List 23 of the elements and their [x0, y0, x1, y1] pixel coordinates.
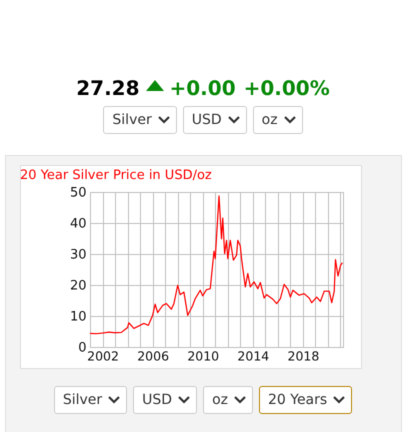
y-tick-label: 0 — [78, 340, 86, 356]
dropdown: USD — [182, 106, 247, 134]
y-tick-label: 10 — [70, 310, 86, 324]
y-tick-label: 40 — [70, 216, 86, 232]
x-tick-label: 2010 — [187, 348, 220, 364]
x-tick-label: 2018 — [288, 348, 320, 364]
x-tick-label: 2006 — [137, 348, 170, 364]
dropdown: 20 Years — [258, 386, 352, 414]
dropdown: USD — [133, 386, 198, 414]
line-series — [89, 195, 343, 334]
x-tick-label: 2002 — [87, 348, 119, 364]
y-tick-label: 30 — [70, 248, 86, 262]
text: +0.00 — [170, 76, 236, 100]
y-tick-label: 50 — [70, 186, 86, 200]
dropdown: oz — [203, 386, 253, 414]
y-tick-label: 20 — [70, 278, 86, 294]
dropdown: Silver — [103, 106, 177, 134]
x-tick-label: 2014 — [237, 348, 270, 364]
dropdown: Silver — [54, 386, 128, 414]
chart-title: 20 Year Silver Price in USD/oz — [20, 168, 212, 183]
text: +0.00% — [244, 76, 330, 100]
dropdown: oz — [252, 106, 303, 134]
text: 27.28 — [76, 76, 140, 100]
